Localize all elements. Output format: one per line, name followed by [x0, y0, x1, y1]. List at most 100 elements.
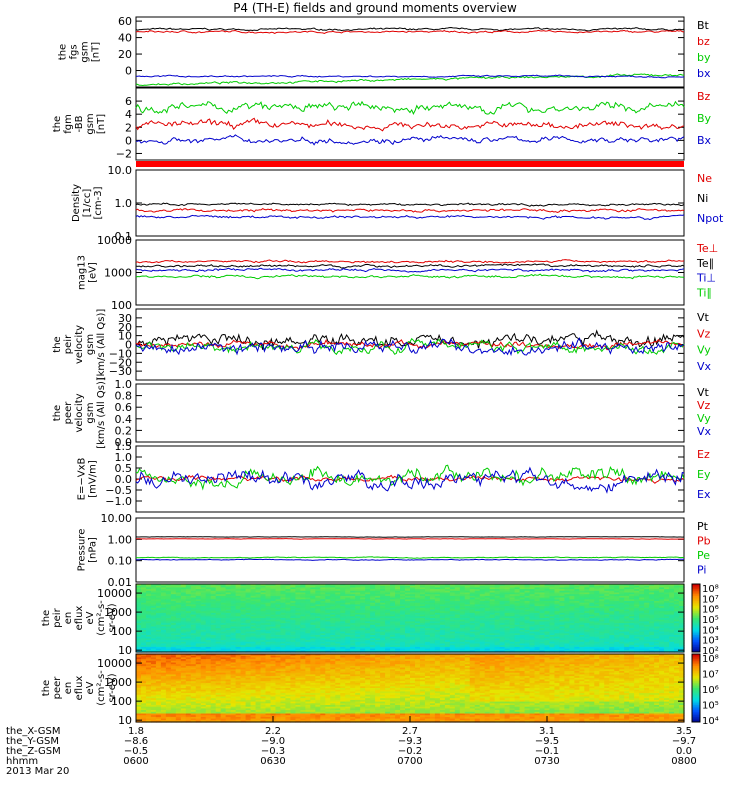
colorbar-segment — [692, 584, 700, 587]
heat-cell — [136, 688, 142, 691]
heat-cell — [335, 609, 341, 612]
heat-cell — [220, 616, 227, 619]
heat-cell — [474, 599, 481, 602]
heat-cell — [619, 611, 625, 614]
heat-cell — [489, 640, 496, 643]
heat-cell — [295, 618, 301, 621]
heat-cell — [160, 708, 167, 711]
heat-cell — [185, 619, 192, 622]
legend-label: Vy — [697, 344, 711, 357]
heat-cell — [250, 612, 257, 616]
y-tick-label: 0 — [125, 339, 132, 352]
heat-cell — [629, 619, 635, 622]
heat-cell — [165, 660, 172, 664]
heat-cell — [220, 594, 227, 597]
heat-cell — [315, 587, 321, 590]
heat-cell — [644, 635, 650, 638]
heat-cell — [559, 606, 566, 609]
heat-cell — [679, 623, 685, 626]
heat-cell — [609, 641, 615, 645]
heat-cell — [604, 643, 610, 646]
heat-cell — [599, 650, 605, 653]
heat-cell — [574, 616, 580, 619]
heat-cell — [250, 621, 257, 624]
heat-cell — [230, 643, 237, 646]
heat-cell — [569, 645, 575, 648]
heat-cell — [494, 646, 501, 650]
heat-cell — [674, 624, 680, 628]
heat-cell — [594, 611, 600, 614]
heat-cell — [210, 587, 217, 590]
heat-cell — [150, 636, 157, 639]
heat-cell — [464, 624, 471, 628]
heat-cell — [145, 669, 152, 672]
heat-cell — [564, 595, 571, 599]
heat-cell — [145, 640, 152, 643]
heat-cell — [624, 628, 630, 631]
heat-cell — [175, 616, 182, 619]
heat-cell — [444, 602, 451, 605]
colorbar-segment — [692, 604, 700, 607]
heat-cell — [400, 595, 406, 599]
heat-cell — [669, 592, 675, 595]
heat-cell — [390, 636, 396, 639]
heat-cell — [499, 631, 506, 634]
heat-cell — [285, 611, 292, 614]
heat-cell — [424, 619, 431, 622]
y-tick-label: 4 — [125, 108, 132, 121]
heat-cell — [539, 638, 546, 641]
heat-cell — [519, 636, 526, 639]
heat-cell — [584, 641, 590, 645]
heat-cell — [380, 614, 386, 617]
heat-cell — [559, 597, 566, 600]
heat-cell — [390, 592, 396, 595]
heat-cell — [280, 607, 287, 611]
heat-cell — [529, 626, 536, 629]
heat-cell — [634, 640, 640, 643]
heat-cell — [365, 623, 371, 626]
heat-cell — [200, 607, 207, 611]
heat-cell — [370, 629, 376, 633]
heat-cell — [225, 611, 232, 614]
heat-cell — [240, 616, 247, 619]
heat-cell — [136, 715, 142, 718]
heat-cell — [330, 607, 336, 611]
heat-cell — [140, 623, 147, 626]
heat-cell — [634, 609, 640, 612]
heat-cell — [669, 594, 675, 597]
heat-cell — [599, 645, 605, 648]
heat-cell — [136, 660, 142, 664]
heat-cell — [429, 618, 436, 621]
y-axis-label-line: [cm-3] — [93, 186, 104, 219]
heat-cell — [150, 696, 157, 699]
heat-cell — [429, 641, 436, 645]
heat-cell — [185, 592, 192, 595]
heat-cell — [320, 584, 326, 587]
heat-cell — [345, 619, 351, 622]
heat-cell — [390, 629, 396, 633]
heat-cell — [469, 643, 476, 646]
heat-cell — [150, 633, 157, 636]
heat-cell — [210, 624, 217, 628]
heat-cell — [275, 643, 282, 646]
heat-cell — [360, 618, 366, 621]
heat-cell — [295, 597, 301, 600]
heat-cell — [659, 604, 665, 607]
heat-cell — [265, 638, 272, 641]
heat-cell — [160, 718, 167, 721]
heat-cell — [619, 614, 625, 617]
heat-cell — [150, 711, 157, 715]
heat-cell — [150, 635, 157, 638]
heat-cell — [434, 607, 441, 611]
heat-cell — [325, 641, 331, 645]
heat-cell — [599, 594, 605, 597]
heat-cell — [434, 648, 441, 651]
heat-cell — [250, 601, 257, 604]
heat-cell — [429, 650, 436, 653]
heat-cell — [370, 609, 376, 612]
heat-cell — [414, 585, 421, 588]
heat-cell — [265, 584, 272, 587]
heat-cell — [664, 607, 670, 611]
heat-cell — [524, 592, 531, 595]
heat-cell — [160, 611, 167, 614]
